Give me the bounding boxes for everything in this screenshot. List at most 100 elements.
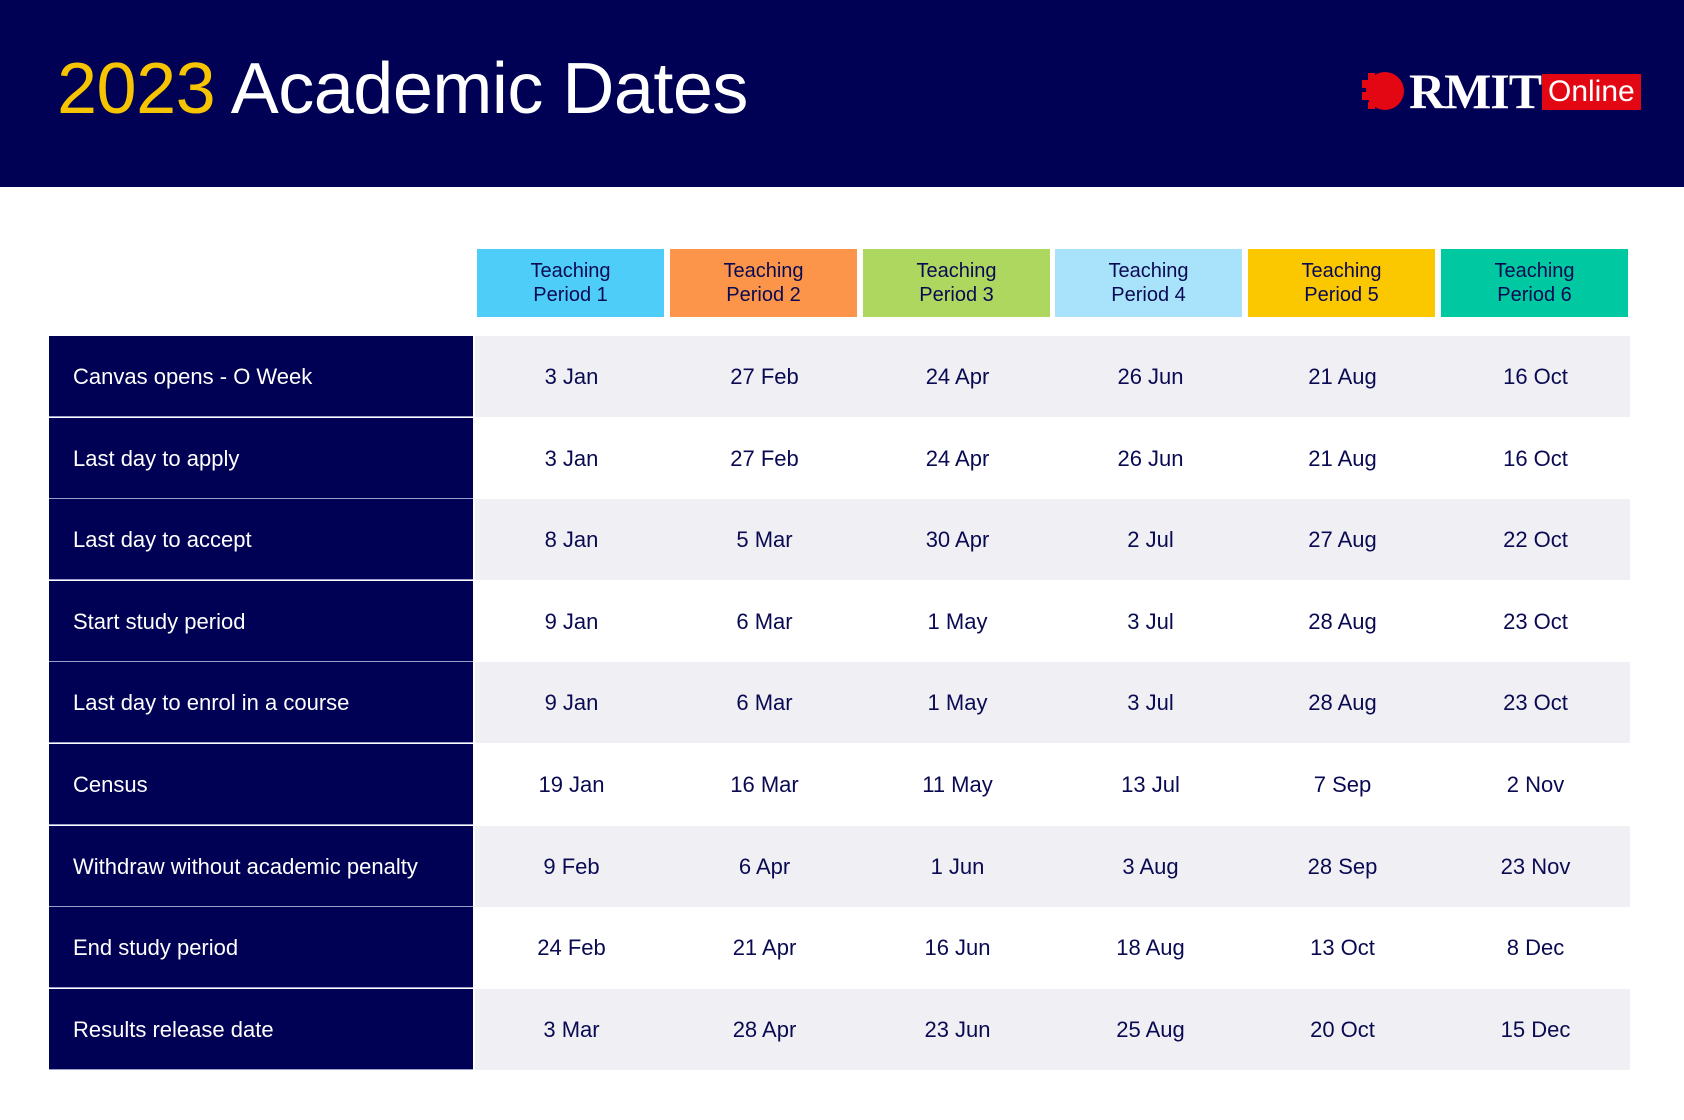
date-cell-period-6: 23 Oct — [1503, 690, 1568, 715]
logo-brand-text: RMIT — [1409, 63, 1542, 119]
teaching-period-header-6: Teaching Period 6 — [1441, 249, 1628, 317]
date-cell-period-4: 3 Jul — [1127, 609, 1174, 634]
period-header-line1: Teaching — [723, 260, 804, 282]
date-cell-period-3: 1 May — [927, 609, 988, 634]
date-cell-period-2: 28 Apr — [732, 1017, 797, 1042]
date-cell-period-2: 5 Mar — [736, 527, 793, 552]
row-date-cells: 9 Jan 6 Mar 1 May 3 Jul 28 Aug 23 Oct — [475, 662, 1630, 743]
page-title: 2023 Academic Dates — [57, 46, 748, 132]
row-label: Last day to accept — [49, 499, 473, 580]
date-cell-period-4: 2 Jul — [1127, 527, 1174, 552]
date-cell-period-5: 28 Sep — [1307, 854, 1378, 879]
period-header-line1: Teaching — [1494, 260, 1575, 282]
date-cell-period-6: 15 Dec — [1500, 1017, 1571, 1042]
date-cell-period-2: 27 Feb — [730, 364, 799, 389]
teaching-period-header-3: Teaching Period 3 — [863, 249, 1050, 317]
table-row: Results release date 3 Mar 28 Apr 23 Jun 25 … — [49, 989, 1630, 1071]
date-cell-period-6: 16 Oct — [1503, 446, 1568, 471]
date-cell-period-5: 21 Aug — [1308, 446, 1377, 471]
teaching-period-header-2: Teaching Period 2 — [670, 249, 857, 317]
title-year: 2023 — [57, 49, 216, 129]
date-cell-period-3: 23 Jun — [924, 1017, 991, 1042]
period-header-line2: Period 3 — [919, 284, 994, 306]
date-cell-period-4: 13 Jul — [1121, 772, 1180, 797]
row-date-cells: 8 Jan 5 Mar 30 Apr 2 Jul 27 Aug 22 Oct — [475, 499, 1630, 580]
teaching-period-header-1: Teaching Period 1 — [477, 249, 664, 317]
date-cell-period-1: 19 Jan — [538, 772, 605, 797]
date-cell-period-2: 16 Mar — [730, 772, 799, 797]
date-cell-period-5: 21 Aug — [1308, 364, 1377, 389]
teaching-period-header-5: Teaching Period 5 — [1248, 249, 1435, 317]
date-cell-period-6: 23 Nov — [1500, 854, 1571, 879]
date-cell-period-2: 21 Apr — [732, 935, 797, 960]
date-cell-period-1: 3 Jan — [544, 364, 599, 389]
date-cell-period-5: 27 Aug — [1308, 527, 1377, 552]
date-cell-period-2: 6 Mar — [736, 609, 793, 634]
date-cell-period-2: 6 Mar — [736, 690, 793, 715]
row-label: Canvas opens - O Week — [49, 336, 473, 417]
row-date-cells: 9 Jan 6 Mar 1 May 3 Jul 28 Aug 23 Oct — [475, 581, 1630, 662]
date-cell-period-5: 28 Aug — [1308, 690, 1377, 715]
period-header-line2: Period 1 — [533, 284, 608, 306]
date-cell-period-4: 25 Aug — [1116, 1017, 1185, 1042]
date-cell-period-1: 3 Jan — [544, 446, 599, 471]
date-cell-period-6: 2 Nov — [1506, 772, 1565, 797]
period-header-line2: Period 6 — [1497, 284, 1572, 306]
date-cell-period-1: 9 Jan — [544, 690, 599, 715]
table-row: Census 19 Jan 16 Mar 11 May 13 Jul 7 Sep 2 Nov — [49, 744, 1630, 826]
rmit-pixel-circle-icon — [1362, 72, 1404, 110]
date-cell-period-3: 1 May — [927, 690, 988, 715]
row-date-cells: 9 Feb 6 Apr 1 Jun 3 Aug 28 Sep 23 Nov — [475, 826, 1630, 907]
date-cell-period-1: 9 Jan — [544, 609, 599, 634]
date-cell-period-3: 24 Apr — [925, 446, 990, 471]
date-cell-period-4: 3 Aug — [1122, 854, 1179, 879]
logo-online-badge: Online — [1542, 74, 1641, 110]
date-cell-period-2: 27 Feb — [730, 446, 799, 471]
date-cell-period-4: 3 Jul — [1127, 690, 1174, 715]
period-header-line2: Period 4 — [1111, 284, 1186, 306]
period-header-line1: Teaching — [1108, 260, 1189, 282]
row-date-cells: 19 Jan 16 Mar 11 May 13 Jul 7 Sep 2 Nov — [475, 744, 1630, 825]
table-row: Start study period 9 Jan 6 Mar 1 May 3 Jul 28… — [49, 581, 1630, 663]
table-row: Last day to apply 3 Jan 27 Feb 24 Apr 26 Jun… — [49, 418, 1630, 500]
date-cell-period-6: 23 Oct — [1503, 609, 1568, 634]
row-date-cells: 24 Feb 21 Apr 16 Jun 18 Aug 13 Oct 8 Dec — [475, 907, 1630, 988]
date-cell-period-6: 16 Oct — [1503, 364, 1568, 389]
rmit-online-logo: RMIT Online — [1362, 63, 1641, 119]
date-cell-period-1: 9 Feb — [543, 854, 600, 879]
period-header-line1: Teaching — [1301, 260, 1382, 282]
date-cell-period-5: 28 Aug — [1308, 609, 1377, 634]
row-date-cells: 3 Jan 27 Feb 24 Apr 26 Jun 21 Aug 16 Oct — [475, 336, 1630, 417]
date-cell-period-3: 16 Jun — [924, 935, 991, 960]
date-cell-period-4: 26 Jun — [1117, 364, 1184, 389]
period-header-line2: Period 2 — [726, 284, 801, 306]
table-row: Canvas opens - O Week 3 Jan 27 Feb 24 Apr 26… — [49, 336, 1630, 418]
row-label: Last day to apply — [49, 418, 473, 499]
date-cell-period-5: 7 Sep — [1313, 772, 1372, 797]
date-cell-period-3: 11 May — [922, 772, 993, 797]
table-row: Last day to accept 8 Jan 5 Mar 30 Apr 2 Jul 2… — [49, 499, 1630, 581]
row-label: Census — [49, 744, 473, 825]
date-cell-period-3: 30 Apr — [925, 527, 990, 552]
date-cell-period-6: 22 Oct — [1503, 527, 1568, 552]
date-cell-period-3: 24 Apr — [925, 364, 990, 389]
page-header: 2023 Academic Dates RMIT Online — [0, 0, 1684, 187]
row-label: Withdraw without academic penalty — [49, 826, 473, 907]
date-cell-period-6: 8 Dec — [1506, 935, 1565, 960]
row-date-cells: 3 Mar 28 Apr 23 Jun 25 Aug 20 Oct 15 Dec — [475, 989, 1630, 1070]
row-label: Results release date — [49, 989, 473, 1070]
date-cell-period-1: 8 Jan — [544, 527, 599, 552]
date-cell-period-1: 24 Feb — [537, 935, 606, 960]
row-date-cells: 3 Jan 27 Feb 24 Apr 26 Jun 21 Aug 16 Oct — [475, 418, 1630, 499]
title-text: Academic Dates — [230, 49, 749, 129]
row-label: Last day to enrol in a course — [49, 662, 473, 743]
teaching-period-header-4: Teaching Period 4 — [1055, 249, 1242, 317]
period-header-line2: Period 5 — [1304, 284, 1379, 306]
date-cell-period-5: 13 Oct — [1310, 935, 1375, 960]
row-label: Start study period — [49, 581, 473, 662]
date-cell-period-4: 18 Aug — [1116, 935, 1185, 960]
row-label: End study period — [49, 907, 473, 988]
date-cell-period-4: 26 Jun — [1117, 446, 1184, 471]
table-row: Withdraw without academic penalty 9 Feb 6 … — [49, 826, 1630, 908]
date-cell-period-5: 20 Oct — [1310, 1017, 1375, 1042]
